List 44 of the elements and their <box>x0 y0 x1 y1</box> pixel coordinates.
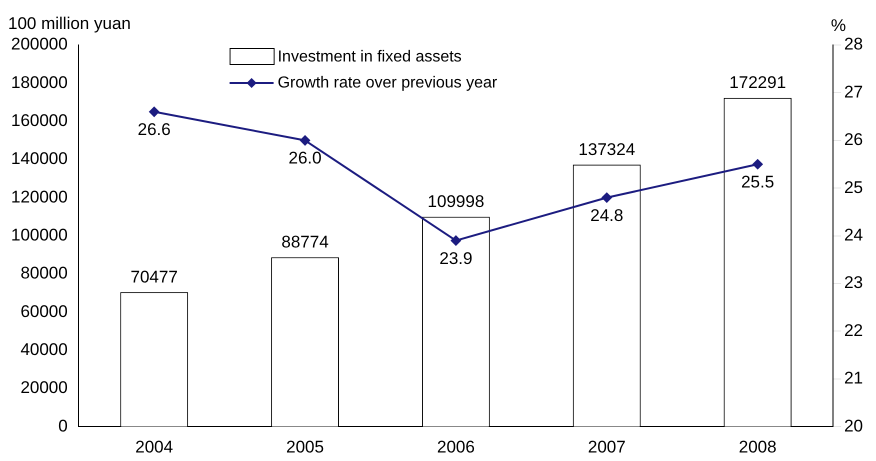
point <box>752 159 763 170</box>
y-axis-title: 100 million yuan <box>8 14 131 34</box>
y2-axis-title: % <box>830 16 846 36</box>
data-label: 26.6 <box>138 120 171 139</box>
y2-tick-label: 28 <box>844 34 864 54</box>
y2-tick-label: 25 <box>844 178 864 197</box>
y2-tick-label: 21 <box>844 368 864 388</box>
y-tick-label: 0 <box>58 416 68 436</box>
legend-label: Growth rate over previous year <box>278 74 498 92</box>
data-label: 172291 <box>729 73 786 92</box>
y2-tick-label: 20 <box>844 416 864 436</box>
x-tick-label: 2006 <box>436 437 475 456</box>
y-tick-label: 200000 <box>10 34 68 54</box>
y-tick-label: 180000 <box>10 72 68 92</box>
y2-tick-label: 23 <box>844 273 864 292</box>
y-tick-label: 40000 <box>20 340 68 359</box>
y2-tick-label: 22 <box>844 320 864 340</box>
point <box>300 135 310 146</box>
data-label: 137324 <box>578 140 636 159</box>
y-tick-label: 80000 <box>20 264 68 283</box>
y-tick-label: 120000 <box>10 187 68 206</box>
y2-tick-label: 27 <box>844 82 864 102</box>
y-tick-label: 60000 <box>20 302 68 321</box>
point <box>450 236 461 246</box>
y-tick-label: 140000 <box>10 149 68 168</box>
point <box>149 106 160 117</box>
x-tick-label: 2008 <box>738 437 777 456</box>
data-label: 109998 <box>428 192 484 211</box>
y2-tick-label: 24 <box>844 225 864 244</box>
data-label: 25.5 <box>741 172 774 192</box>
data-label: 23.9 <box>439 248 472 268</box>
y-tick-label: 20000 <box>20 378 68 398</box>
x-tick-label: 2004 <box>135 437 174 456</box>
y2-tick-label: 26 <box>844 130 864 150</box>
data-label: 24.8 <box>590 206 624 225</box>
point <box>602 192 612 203</box>
data-label: 88774 <box>281 232 329 252</box>
y-tick-label: 100000 <box>10 225 68 244</box>
legend-label: Investment in fixed assets <box>278 48 462 66</box>
x-tick-label: 2005 <box>286 437 324 456</box>
x-tick-label: 2007 <box>588 437 626 456</box>
data-label: 70477 <box>130 267 178 286</box>
y-tick-label: 160000 <box>10 111 68 130</box>
data-label: 26.0 <box>288 148 322 168</box>
